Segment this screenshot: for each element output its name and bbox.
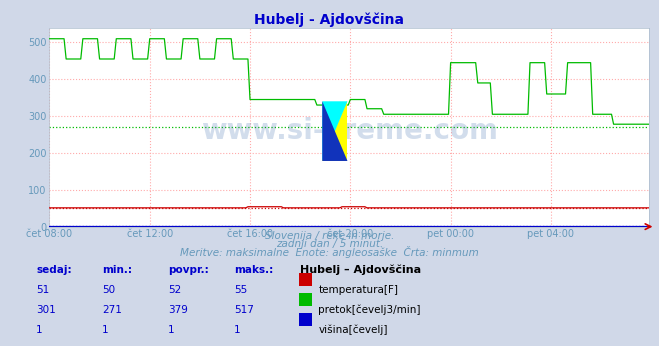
Polygon shape: [322, 101, 347, 161]
Text: Hubelj – Ajdovščina: Hubelj – Ajdovščina: [300, 265, 421, 275]
Text: 517: 517: [234, 305, 254, 315]
Text: Meritve: maksimalne  Enote: angleosaške  Črta: minmum: Meritve: maksimalne Enote: angleosaške Č…: [180, 246, 479, 258]
Text: 55: 55: [234, 285, 247, 295]
Text: 52: 52: [168, 285, 181, 295]
Text: 1: 1: [234, 325, 241, 335]
Text: povpr.:: povpr.:: [168, 265, 209, 275]
Text: 1: 1: [36, 325, 43, 335]
Text: 51: 51: [36, 285, 49, 295]
Text: sedaj:: sedaj:: [36, 265, 72, 275]
Text: 271: 271: [102, 305, 122, 315]
Text: pretok[čevelj3/min]: pretok[čevelj3/min]: [318, 305, 421, 315]
Text: min.:: min.:: [102, 265, 132, 275]
Text: Hubelj - Ajdovščina: Hubelj - Ajdovščina: [254, 12, 405, 27]
Text: 50: 50: [102, 285, 115, 295]
Text: www.si-vreme.com: www.si-vreme.com: [201, 117, 498, 145]
Text: višina[čevelj]: višina[čevelj]: [318, 325, 387, 335]
Polygon shape: [322, 101, 347, 161]
Text: 1: 1: [168, 325, 175, 335]
Text: 379: 379: [168, 305, 188, 315]
Text: temperatura[F]: temperatura[F]: [318, 285, 398, 295]
Text: 1: 1: [102, 325, 109, 335]
Text: zadnji dan / 5 minut.: zadnji dan / 5 minut.: [276, 239, 383, 249]
Text: 301: 301: [36, 305, 56, 315]
Text: Slovenija / reke in morje.: Slovenija / reke in morje.: [265, 231, 394, 241]
Polygon shape: [322, 101, 347, 161]
Text: maks.:: maks.:: [234, 265, 273, 275]
